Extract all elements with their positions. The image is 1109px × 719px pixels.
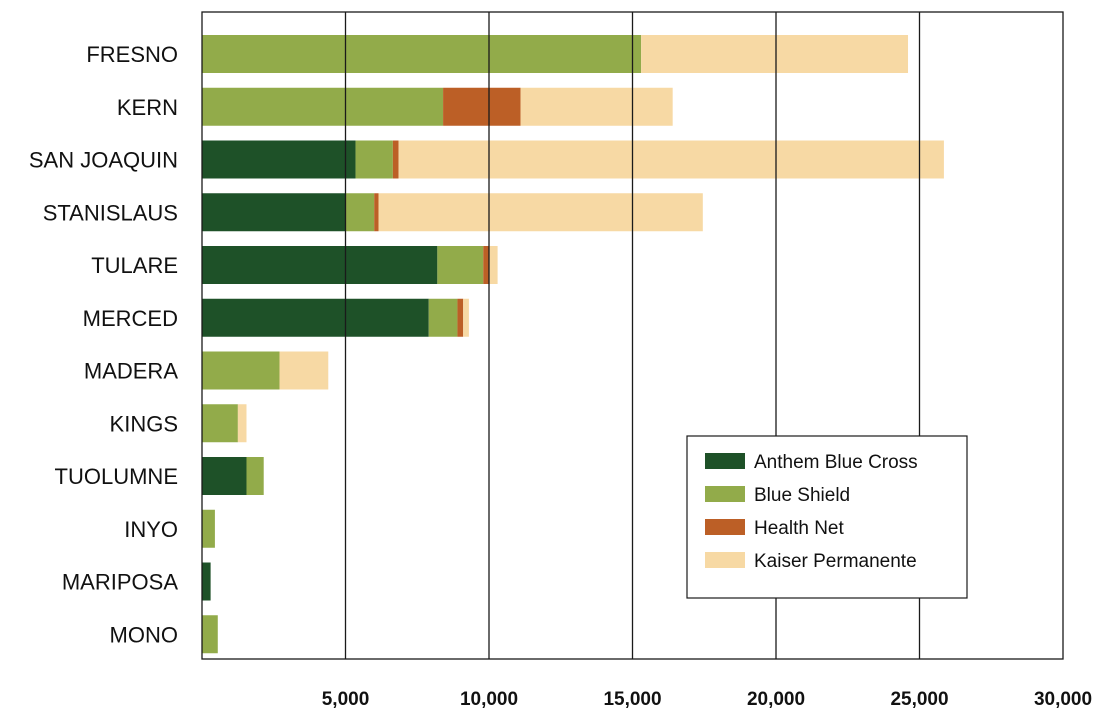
category-label-mariposa: MARIPOSA bbox=[62, 570, 178, 595]
bar-kern-health-net bbox=[443, 87, 521, 126]
bar-merced-anthem-blue-cross bbox=[202, 298, 429, 337]
bar-tuolumne-anthem-blue-cross bbox=[202, 457, 247, 495]
bar-merced-kaiser-permanente bbox=[463, 298, 469, 337]
bar-merced-blue-shield bbox=[428, 298, 458, 337]
legend-item-blue-shield: Blue Shield bbox=[705, 485, 850, 506]
bar-san-joaquin-kaiser-permanente bbox=[398, 140, 944, 179]
x-tick-label-25000: 25,000 bbox=[890, 689, 948, 710]
bar-madera-blue-shield bbox=[202, 351, 280, 390]
x-tick-labels: 5,000 10,000 15,000 20,000 25,000 30,000 bbox=[322, 689, 1092, 710]
bar-stanislaus-anthem-blue-cross bbox=[202, 193, 346, 232]
bar-fresno-blue-shield bbox=[202, 35, 642, 73]
category-label-fresno: FRESNO bbox=[86, 42, 178, 67]
bar-tulare-health-net bbox=[483, 246, 489, 284]
bar-kings-blue-shield bbox=[202, 404, 238, 443]
bar-kern-kaiser-permanente bbox=[520, 87, 673, 126]
legend-swatch-kaiser-permanente bbox=[705, 552, 745, 568]
bar-madera-kaiser-permanente bbox=[279, 351, 329, 390]
x-tick-label-10000: 10,000 bbox=[460, 689, 518, 710]
bar-tulare-kaiser-permanente bbox=[489, 246, 498, 284]
legend-label-health-net: Health Net bbox=[754, 518, 844, 539]
legend: Anthem Blue Cross Blue Shield Health Net… bbox=[686, 435, 968, 599]
bar-stanislaus-health-net bbox=[374, 193, 379, 232]
category-label-madera: MADERA bbox=[84, 359, 178, 384]
legend-swatch-health-net bbox=[705, 519, 745, 535]
category-label-kern: KERN bbox=[117, 95, 178, 120]
legend-item-anthem-blue-cross: Anthem Blue Cross bbox=[705, 452, 918, 473]
category-label-tuolumne: TUOLUMNE bbox=[55, 464, 178, 489]
bar-stanislaus-blue-shield bbox=[345, 193, 375, 232]
category-label-stanislaus: STANISLAUS bbox=[43, 200, 178, 225]
bar-san-joaquin-health-net bbox=[392, 140, 399, 179]
bar-stanislaus-kaiser-permanente bbox=[378, 193, 703, 232]
legend-swatch-anthem-blue-cross bbox=[705, 453, 745, 469]
legend-label-anthem-blue-cross: Anthem Blue Cross bbox=[754, 452, 918, 473]
category-label-kings: KINGS bbox=[110, 411, 178, 436]
bar-san-joaquin-anthem-blue-cross bbox=[202, 140, 356, 179]
bar-san-joaquin-blue-shield bbox=[355, 140, 393, 179]
x-tick-label-30000: 30,000 bbox=[1034, 689, 1092, 710]
bar-inyo-blue-shield bbox=[202, 509, 215, 548]
category-label-tulare: TULARE bbox=[91, 253, 178, 278]
bar-tuolumne-blue-shield bbox=[246, 457, 264, 495]
bar-merced-health-net bbox=[457, 298, 464, 337]
category-label-inyo: INYO bbox=[124, 517, 178, 542]
legend-label-kaiser-permanente: Kaiser Permanente bbox=[754, 551, 917, 572]
category-labels: FRESNO KERN SAN JOAQUIN STANISLAUS TULARE MER… bbox=[29, 42, 178, 647]
x-tick-label-20000: 20,000 bbox=[747, 689, 805, 710]
bar-fresno-kaiser-permanente bbox=[641, 35, 909, 73]
legend-item-health-net: Health Net bbox=[705, 518, 844, 539]
category-label-merced: MERCED bbox=[83, 306, 178, 331]
bar-mariposa-anthem-blue-cross bbox=[202, 562, 211, 601]
bar-tulare-anthem-blue-cross bbox=[202, 246, 438, 284]
category-label-mono: MONO bbox=[110, 622, 178, 647]
bar-mono-blue-shield bbox=[202, 615, 218, 654]
x-tick-label-5000: 5,000 bbox=[322, 689, 370, 710]
plot-frame bbox=[201, 11, 1064, 660]
bar-kern-blue-shield bbox=[202, 87, 444, 126]
legend-swatch-blue-shield bbox=[705, 486, 745, 502]
legend-item-kaiser-permanente: Kaiser Permanente bbox=[705, 551, 917, 572]
bar-kings-kaiser-permanente bbox=[237, 404, 247, 443]
legend-label-blue-shield: Blue Shield bbox=[754, 485, 850, 506]
x-tick-label-15000: 15,000 bbox=[603, 689, 661, 710]
bar-tulare-blue-shield bbox=[437, 246, 484, 284]
category-label-san-joaquin: SAN JOAQUIN bbox=[29, 148, 178, 173]
